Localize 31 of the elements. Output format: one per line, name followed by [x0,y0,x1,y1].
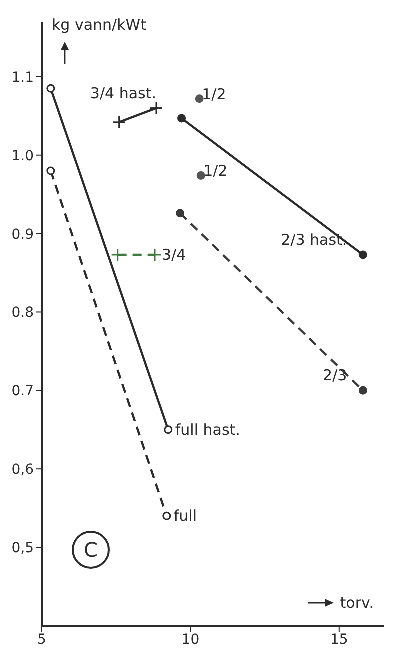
point [46,84,56,93]
point [358,386,368,395]
point [196,171,206,180]
point [195,94,204,104]
point [162,512,172,520]
point [358,250,368,260]
x-tick-label: 15 [330,632,348,648]
point [176,209,185,218]
series-label: 3/4 hast. [90,84,156,102]
y-tick-label: 0.7 [12,384,34,400]
series-label: 2/3 [323,366,348,385]
y-tick-label: 0.9 [12,226,34,243]
y-tick-label: 0,5 [12,540,34,557]
point [164,426,173,434]
point [178,114,186,123]
series-label: 3/4 [162,246,186,264]
y-tick-label: 1.1 [12,70,34,86]
series-label: 1/2 [204,162,228,180]
annotation: C [72,531,110,569]
x-tick-label: 10 [182,632,200,648]
y-tick-label: 0.8 [12,305,34,322]
y-axis-title: kg vann/kWt [52,16,147,34]
text: 1/2 [202,85,226,104]
series-label: full [174,507,198,526]
point [46,166,56,176]
series-label: full hast. [175,420,240,439]
y-tick-label: 0,6 [12,462,34,478]
y-tick-label: 1.0 [12,148,34,164]
x-tick-label: 5 [38,632,46,648]
series-label: 2/3 hast. [281,230,348,249]
x-axis-title: torv. [340,594,374,612]
